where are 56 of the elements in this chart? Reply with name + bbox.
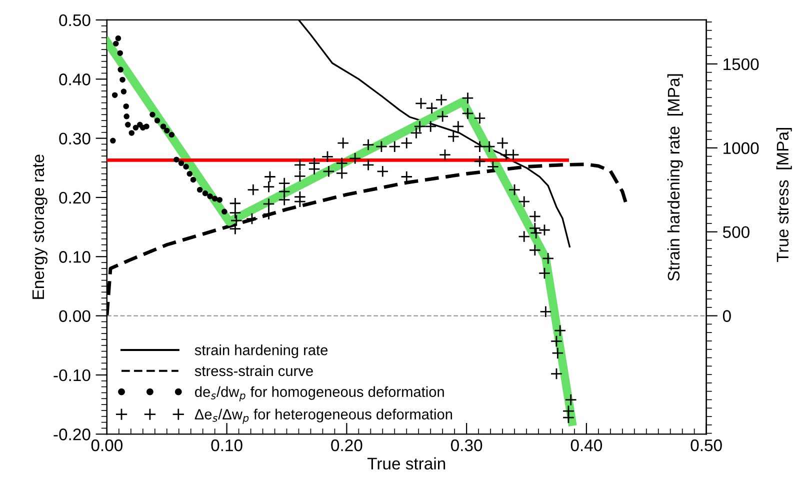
y2-tick-label: 500	[722, 226, 750, 238]
x-tick-label: 0.20	[331, 439, 362, 452]
point	[112, 92, 118, 98]
point	[207, 193, 213, 200]
point	[212, 196, 218, 202]
x-tick-label: 0.00	[91, 439, 122, 452]
point	[115, 35, 122, 42]
y-axis-title: Energy storage rate	[32, 154, 48, 299]
point	[144, 124, 150, 130]
y-tick-label: -0.10	[54, 369, 90, 382]
point	[154, 118, 160, 124]
point	[128, 130, 135, 136]
legend-label: Δe$_{s}$/Δw$_{p}$ for heterogeneous deformation	[194, 408, 452, 424]
point	[186, 170, 193, 177]
y-tick-label: 0.40	[59, 74, 90, 86]
point	[113, 40, 119, 47]
y2-tick-label: 1000	[724, 142, 759, 154]
point	[124, 114, 130, 120]
y-tick-label: 0.10	[59, 251, 90, 263]
point	[110, 138, 116, 144]
point	[196, 186, 203, 193]
x-axis-title: True strain	[367, 457, 446, 470]
point	[222, 208, 228, 215]
y2-tick-label: 0	[722, 310, 731, 322]
point	[120, 76, 126, 83]
legend-label: de$_{s}$/dw$_{p}$ for homogeneous deformation	[195, 386, 444, 402]
y2-tick-label: 1500	[724, 58, 759, 70]
y-tick-label: 0.20	[59, 192, 90, 204]
x-tick-label: 0.10	[211, 439, 242, 452]
legend-label: stress-strain curve	[194, 365, 313, 376]
x-tick-label: 0.40	[570, 439, 602, 452]
point	[164, 128, 170, 134]
point	[125, 122, 131, 128]
point	[160, 124, 166, 130]
point	[202, 190, 208, 196]
y-tick-label: 0.50	[59, 14, 90, 26]
x-tick-label: 0.50	[690, 439, 722, 452]
point	[168, 132, 175, 138]
y-tick-label: 0.00	[59, 310, 90, 322]
y2-axis-title: Strain hardening rate [MPa]	[667, 74, 683, 281]
y-tick-label: 0.30	[59, 132, 90, 144]
point	[120, 88, 127, 94]
point	[118, 66, 124, 73]
point	[132, 124, 139, 131]
point	[117, 50, 123, 56]
text: True stress [MPa]	[776, 128, 792, 262]
point	[183, 164, 189, 170]
y-tick-label: -0.20	[54, 428, 90, 440]
point	[123, 103, 129, 110]
x-tick-label: 0.30	[450, 439, 482, 452]
point	[216, 196, 222, 203]
legend-label: strain hardening rate	[194, 344, 328, 358]
point	[190, 176, 196, 183]
point	[150, 112, 156, 118]
point	[174, 156, 180, 162]
point	[178, 160, 184, 166]
